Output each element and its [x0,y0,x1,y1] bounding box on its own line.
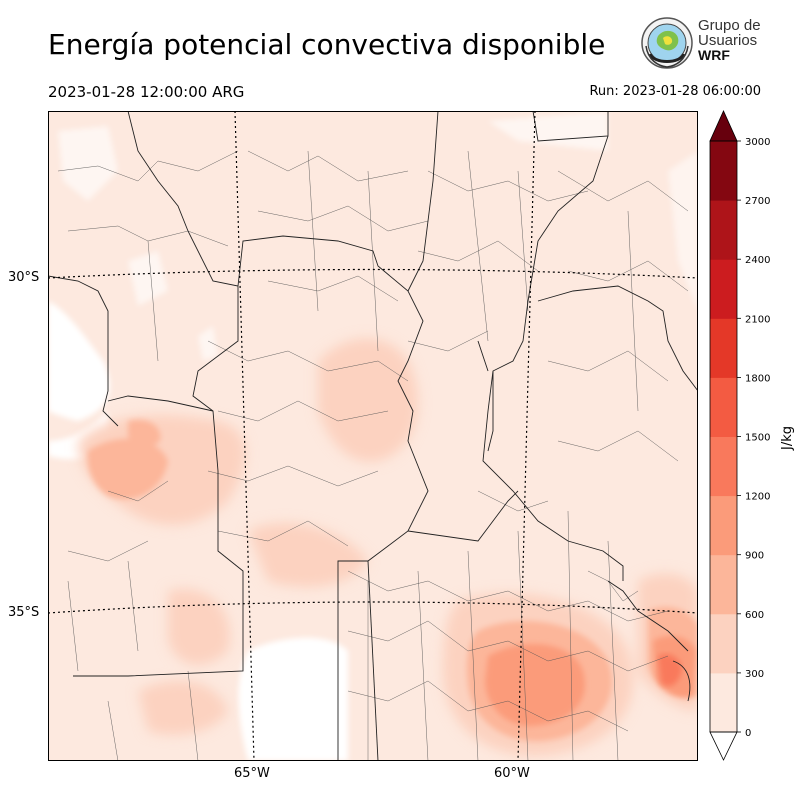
grupo-wrf-logo: Grupo de Usuarios WRF [638,16,763,72]
colorbar-ticks: 0 300 600 900 1200 1500 1800 2100 2400 2700 3000 [737,137,770,739]
colorbar-band [710,495,737,556]
colorbar-band [710,613,737,674]
valid-time: 2023-01-28 12:00:00 ARG [48,83,245,101]
colorbar-band [710,554,737,615]
cape-colorbar: 0 300 600 900 1200 1500 1800 2100 2400 2700 3000 J… [709,110,795,761]
colorbar-tick-label: 1500 [745,433,770,444]
colorbar-band [710,377,737,437]
logo-line-3: WRF [698,47,730,63]
colorbar-band [710,436,737,497]
logo-line-2: Usuarios [698,32,758,49]
colorbar-tick-label: 600 [745,610,764,621]
globe-icon [641,17,693,69]
colorbar-band [710,141,737,201]
colorbar-band [710,318,737,378]
colorbar-tick-label: 1800 [745,373,770,384]
lon-label-60w: 60°W [494,766,530,781]
logo-line-1: Grupo de [698,17,761,34]
map-frame [48,111,698,761]
colorbar-tick-label: 900 [745,551,764,562]
colorbar-under-arrow [709,731,738,761]
colorbar-tick-label: 2700 [745,196,770,207]
colorbar-tick-label: 1200 [745,492,770,503]
colorbar-over-arrow [709,110,738,142]
run-time: Run: 2023-01-28 06:00:00 [589,84,761,99]
lat-label-30s: 30°S [8,270,40,285]
map-title: Energía potencial convectiva disponible [48,28,606,61]
colorbar-tick-label: 2100 [745,314,770,325]
colorbar-tick-label: 3000 [745,137,770,148]
colorbar-band [710,259,737,319]
colorbar-tick-label: 300 [745,669,764,680]
colorbar-band [710,672,737,733]
colorbar-tick-label: 2400 [745,255,770,266]
graticule-lines [48,111,698,761]
colorbar-bands [709,110,738,761]
colorbar-unit-label: J/kg [780,426,795,451]
lon-label-65w: 65°W [234,766,270,781]
colorbar-tick-label: 0 [745,728,751,739]
lat-label-35s: 35°S [8,605,40,620]
cape-map [48,111,698,761]
province-boundaries [48,111,698,761]
colorbar-band [710,200,737,260]
